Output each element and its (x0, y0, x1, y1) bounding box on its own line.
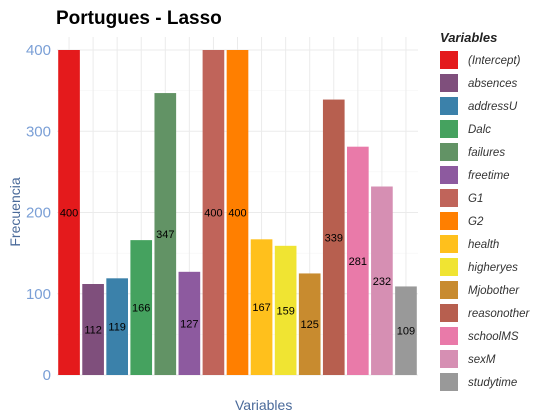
legend-swatch (440, 327, 458, 345)
legend-label: schoolMS (468, 331, 519, 343)
legend-label: absences (468, 78, 517, 90)
legend-swatch (440, 304, 458, 322)
bar-value-label: 125 (301, 319, 319, 331)
bar-studytime (395, 286, 417, 375)
bar-g2 (226, 50, 249, 375)
chart-title: Portugues - Lasso (56, 8, 222, 29)
legend-label: Dalc (468, 124, 491, 136)
bar-value-label: 119 (108, 322, 126, 334)
bar-value-label: 112 (84, 325, 102, 337)
bar-addressu (106, 278, 128, 375)
legend-label: sexM (468, 354, 496, 366)
bar-value-label: 400 (228, 208, 246, 220)
bar-dalc (130, 240, 153, 375)
legend-label: reasonother (468, 308, 531, 320)
bar-absences (82, 284, 104, 375)
bar-value-label: 167 (252, 302, 270, 314)
legend-swatch (440, 235, 458, 253)
bar-reasonother (322, 99, 345, 375)
legend-swatch (440, 51, 458, 69)
legend-swatch (440, 74, 458, 92)
bar-freetime (178, 271, 201, 375)
legend-swatch (440, 189, 458, 207)
legend-swatch (440, 258, 458, 276)
bar-intercept (58, 50, 80, 375)
bar-sexm (371, 186, 393, 375)
bar-value-label: 400 (60, 208, 78, 220)
bar-value-label: 127 (180, 318, 198, 330)
legend-label: addressU (468, 101, 518, 113)
y-tick-label: 400 (26, 42, 51, 59)
legend-swatch (440, 373, 458, 391)
bar-higheryes (274, 245, 297, 375)
bar-schoolms (347, 146, 369, 375)
bar-health (250, 239, 273, 375)
bar-value-label: 281 (349, 256, 367, 268)
x-axis-title: Variables (235, 397, 292, 413)
y-axis-title: Frecuencia (7, 177, 23, 246)
legend-label: health (468, 239, 499, 251)
bar-value-label: 232 (373, 276, 391, 288)
legend-title: Variables (440, 30, 497, 45)
legend-label: (Intercept) (468, 55, 521, 67)
bars (58, 50, 417, 375)
bar-mjobother (298, 273, 321, 375)
legend-label: G1 (468, 193, 483, 205)
legend-swatch (440, 166, 458, 184)
legend-label: Mjobother (468, 285, 520, 297)
bar-value-label: 347 (156, 229, 174, 241)
legend-label: G2 (468, 216, 484, 228)
bar-value-label: 159 (276, 305, 294, 317)
bar-value-label: 339 (325, 232, 343, 244)
legend-swatch (440, 120, 458, 138)
bar-failures (154, 93, 177, 375)
bar-value-label: 166 (132, 303, 150, 315)
y-tick-label: 300 (26, 123, 51, 140)
legend: (Intercept) absences addressU Dalc failures f… (440, 51, 531, 391)
legend-swatch (440, 143, 458, 161)
legend-swatch (440, 281, 458, 299)
y-axis-ticks: 0 100 200 300 400 (26, 42, 51, 384)
legend-label: freetime (468, 170, 510, 182)
bar-value-label: 400 (204, 208, 222, 220)
y-tick-label: 100 (26, 286, 51, 303)
legend-swatch (440, 212, 458, 230)
bar-labels: 400 112 119 166 347 127 400 400 167 159 125 339 281 2… (60, 208, 415, 338)
legend-label: studytime (468, 377, 517, 389)
y-tick-label: 200 (26, 205, 51, 222)
legend-label: higheryes (468, 262, 518, 274)
y-tick-label: 0 (43, 367, 51, 384)
legend-swatch (440, 350, 458, 368)
legend-swatch (440, 97, 458, 115)
legend-label: failures (468, 147, 505, 159)
bar-g1 (202, 50, 225, 375)
bar-value-label: 109 (397, 326, 415, 338)
